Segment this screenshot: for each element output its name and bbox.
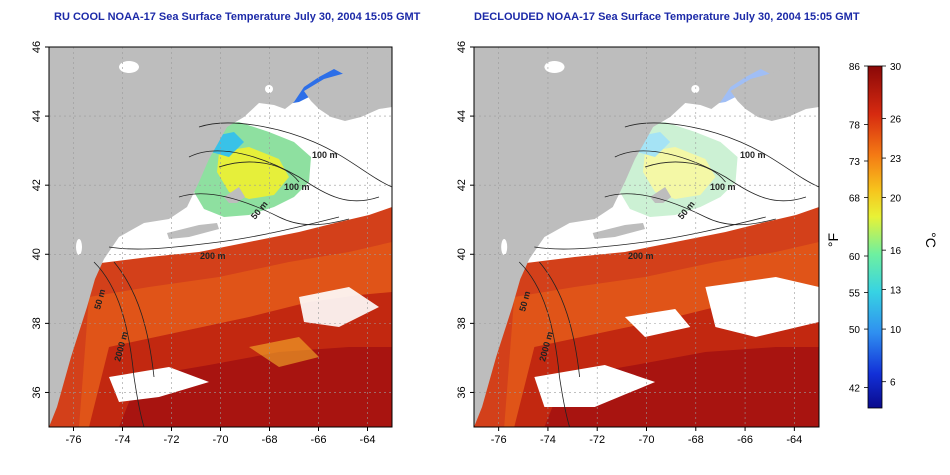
contour-label: 200 m [628, 251, 654, 261]
latitude-tick-label: 46 [31, 41, 43, 53]
longitude-tick-label: -64 [786, 434, 802, 446]
longitude-tick-label: -70 [213, 434, 229, 446]
contour-label: 100 m [710, 182, 736, 192]
latitude-tick-label: 42 [31, 179, 43, 191]
longitude-tick-label: -72 [164, 434, 180, 446]
fahrenheit-tick-label: 50 [849, 325, 861, 336]
longitude-tick-label: -76 [66, 434, 82, 446]
celsius-tick-label: 16 [890, 246, 902, 257]
right-sst-map [473, 46, 820, 428]
contour-label: 100 m [284, 182, 310, 192]
fahrenheit-tick-label: 55 [849, 289, 861, 300]
left-sst-map [48, 46, 393, 428]
fahrenheit-tick-label: 42 [849, 384, 861, 395]
longitude-tick-label: -68 [688, 434, 704, 446]
temperature-colorbar: 30 26 23 20 16 13 10 6 86 78 73 68 60 55 50 42 °F °C [825, 62, 939, 409]
fahrenheit-tick-label: 86 [849, 62, 861, 73]
latitude-tick-label: 40 [456, 248, 468, 260]
latitude-tick-label: 38 [31, 317, 43, 329]
longitude-tick-label: -66 [737, 434, 753, 446]
fahrenheit-tick-label: 60 [849, 252, 861, 263]
celsius-tick-label: 10 [890, 325, 902, 336]
longitude-tick-label: -76 [491, 434, 507, 446]
left-map-title: RU COOL NOAA-17 Sea Surface Temperature … [54, 11, 421, 23]
fahrenheit-axis-label: °F [825, 233, 841, 247]
celsius-tick-label: 13 [890, 286, 902, 297]
celsius-tick-label: 6 [890, 378, 896, 389]
contour-label: 100 m [740, 150, 766, 160]
fahrenheit-tick-label: 73 [849, 157, 861, 168]
celsius-axis-label: °C [923, 232, 939, 248]
fahrenheit-tick-label: 68 [849, 194, 861, 205]
contour-label: 200 m [200, 251, 226, 261]
left-map-axes: -76 -74 -72 -70 -68 -66 -64 36 38 40 42 44 46 [31, 41, 376, 446]
contour-label: 100 m [312, 150, 338, 160]
latitude-tick-label: 40 [31, 248, 43, 260]
latitude-tick-label: 38 [456, 317, 468, 329]
longitude-tick-label: -72 [589, 434, 605, 446]
celsius-tick-label: 20 [890, 194, 902, 205]
longitude-tick-label: -64 [360, 434, 376, 446]
latitude-tick-label: 42 [456, 179, 468, 191]
latitude-tick-label: 36 [31, 386, 43, 398]
celsius-tick-label: 26 [890, 115, 902, 126]
fahrenheit-tick-label: 78 [849, 120, 861, 131]
latitude-tick-label: 46 [456, 41, 468, 53]
longitude-tick-label: -68 [262, 434, 278, 446]
longitude-tick-label: -74 [540, 434, 556, 446]
latitude-tick-label: 36 [456, 386, 468, 398]
celsius-tick-label: 30 [890, 62, 902, 73]
longitude-tick-label: -70 [639, 434, 655, 446]
latitude-tick-label: 44 [456, 110, 468, 122]
right-map-title: DECLOUDED NOAA-17 Sea Surface Temperatur… [474, 11, 860, 23]
colorbar-gradient [867, 65, 883, 409]
right-map-axes: -76 -74 -72 -70 -68 -66 -64 36 38 40 42 44 46 [456, 41, 802, 446]
latitude-tick-label: 44 [31, 110, 43, 122]
longitude-tick-label: -74 [115, 434, 131, 446]
celsius-tick-label: 23 [890, 154, 902, 165]
longitude-tick-label: -66 [311, 434, 327, 446]
